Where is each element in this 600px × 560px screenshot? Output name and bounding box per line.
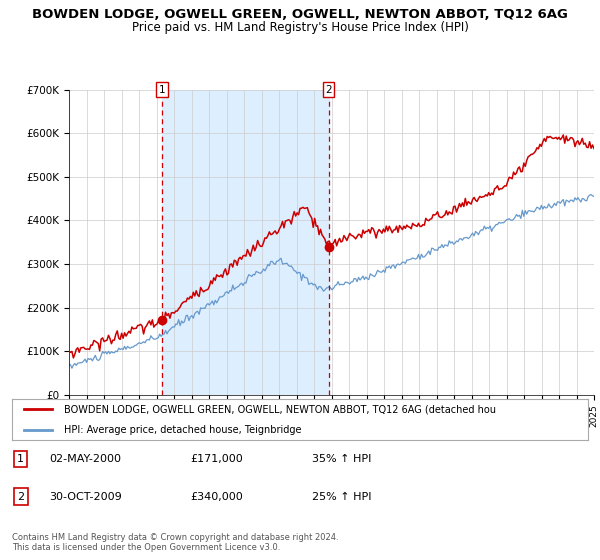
Text: 35% ↑ HPI: 35% ↑ HPI xyxy=(311,454,371,464)
Text: 02-MAY-2000: 02-MAY-2000 xyxy=(49,454,121,464)
Text: 30-OCT-2009: 30-OCT-2009 xyxy=(49,492,122,502)
Text: Price paid vs. HM Land Registry's House Price Index (HPI): Price paid vs. HM Land Registry's House … xyxy=(131,21,469,34)
Text: Contains HM Land Registry data © Crown copyright and database right 2024.: Contains HM Land Registry data © Crown c… xyxy=(12,533,338,542)
Text: £340,000: £340,000 xyxy=(191,492,244,502)
Text: This data is licensed under the Open Government Licence v3.0.: This data is licensed under the Open Gov… xyxy=(12,543,280,552)
Text: 2: 2 xyxy=(17,492,24,502)
Text: 2: 2 xyxy=(325,85,332,95)
Text: HPI: Average price, detached house, Teignbridge: HPI: Average price, detached house, Teig… xyxy=(64,424,301,435)
Text: BOWDEN LODGE, OGWELL GREEN, OGWELL, NEWTON ABBOT, TQ12 6AG (detached hou: BOWDEN LODGE, OGWELL GREEN, OGWELL, NEWT… xyxy=(64,404,496,414)
Text: BOWDEN LODGE, OGWELL GREEN, OGWELL, NEWTON ABBOT, TQ12 6AG: BOWDEN LODGE, OGWELL GREEN, OGWELL, NEWT… xyxy=(32,8,568,21)
Text: 25% ↑ HPI: 25% ↑ HPI xyxy=(311,492,371,502)
Bar xyxy=(162,90,329,395)
Text: £171,000: £171,000 xyxy=(191,454,244,464)
Text: 1: 1 xyxy=(159,85,166,95)
Text: 1: 1 xyxy=(17,454,24,464)
